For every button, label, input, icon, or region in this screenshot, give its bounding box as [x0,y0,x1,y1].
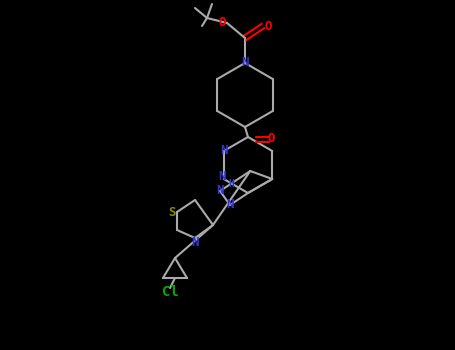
Text: O: O [218,16,226,29]
Text: N: N [218,170,226,183]
Text: H: H [229,179,235,189]
Text: N: N [226,198,234,211]
Text: N: N [241,56,249,70]
Text: N: N [191,237,199,250]
Text: N: N [216,184,224,197]
Text: S: S [168,205,176,218]
Text: N: N [220,145,228,158]
Text: Cl: Cl [162,285,178,299]
Text: O: O [264,20,272,33]
Text: O: O [267,133,275,146]
